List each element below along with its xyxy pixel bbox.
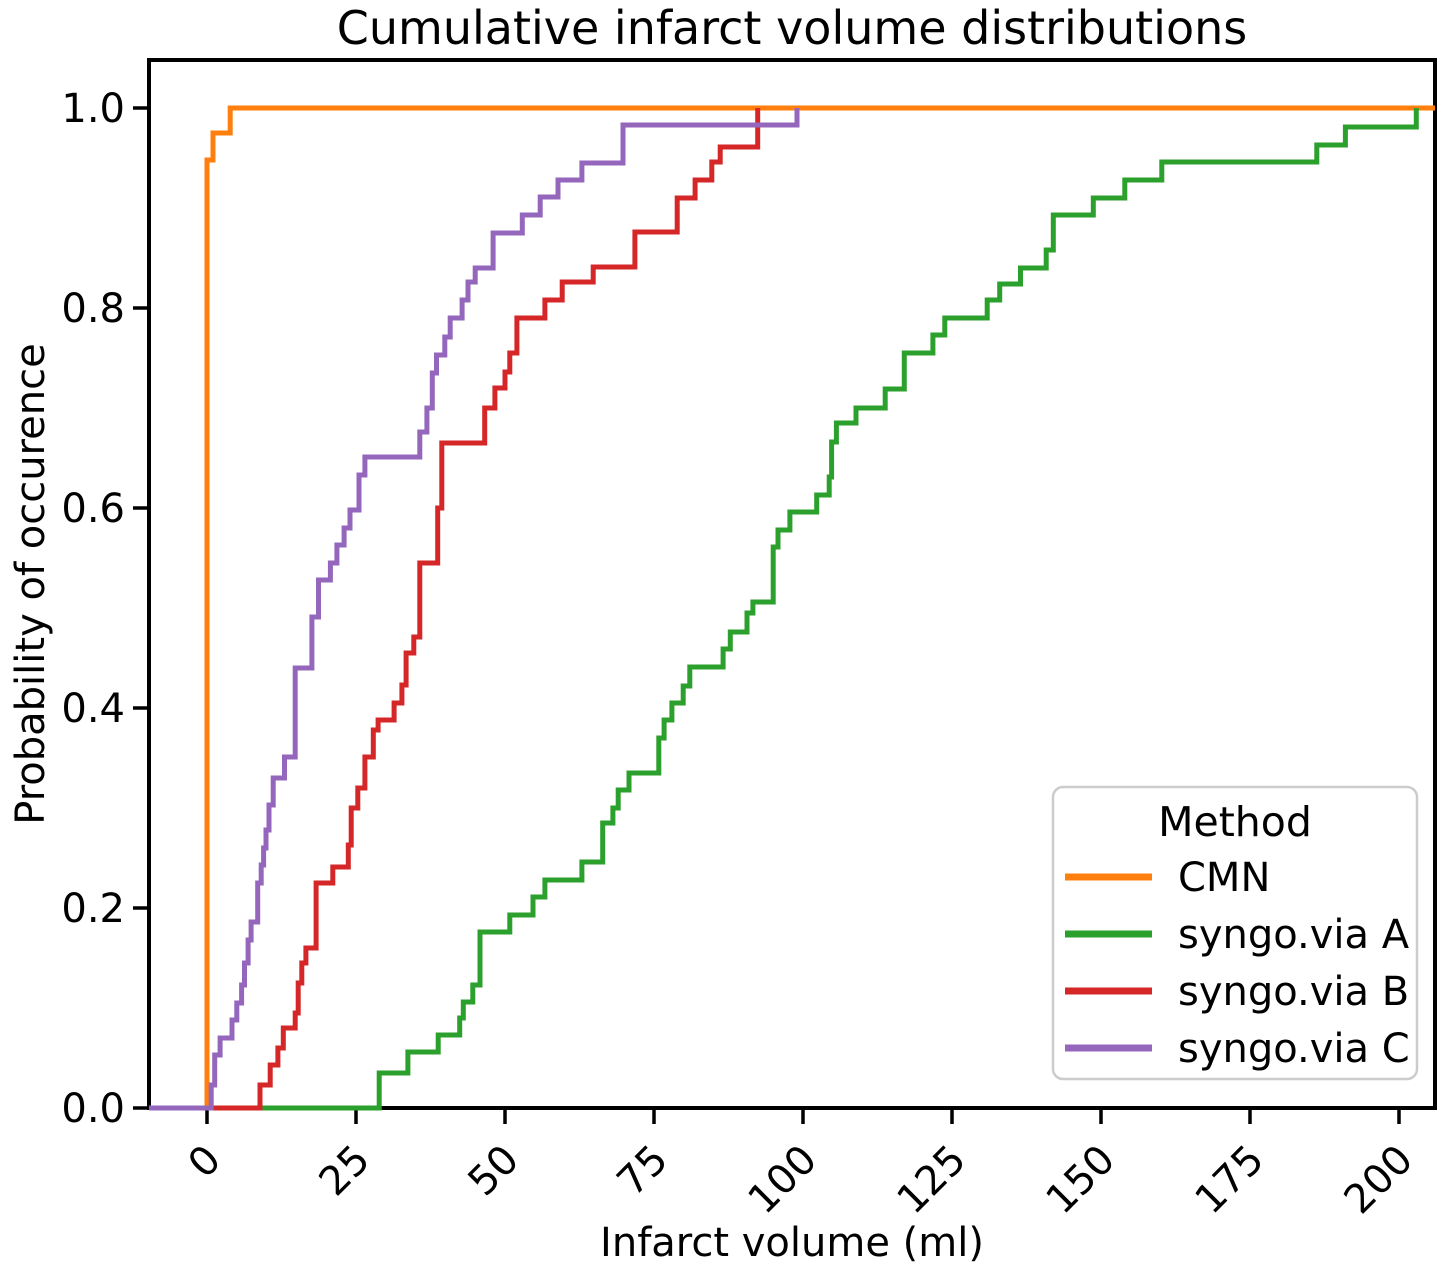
x-tick-label: 0	[180, 1137, 231, 1188]
legend-box	[1051, 785, 1419, 1081]
x-tick-label: 75	[609, 1137, 678, 1206]
y-tick-label: 0.4	[61, 686, 125, 732]
legend-title: Method	[1158, 798, 1312, 846]
legend: Method CMN syngo.via A syngo.via B syngo.vi…	[1051, 785, 1419, 1081]
x-tick-label: 125	[889, 1137, 976, 1224]
x-tick-label: 50	[460, 1137, 529, 1206]
x-tick-label: 200	[1336, 1137, 1423, 1224]
ecdf-curves	[149, 105, 1435, 1111]
ecdf-line-syngo-via-a	[149, 108, 1419, 1111]
x-axis-label: Infarct volume (ml)	[600, 1220, 984, 1266]
y-tick-label: 1.0	[61, 86, 125, 132]
y-tick-label: 0.2	[61, 886, 125, 932]
y-tick-label: 0.6	[61, 486, 125, 532]
ecdf-line-syngo-via-b	[149, 108, 761, 1111]
chart-title: Cumulative infarct volume distributions	[337, 1, 1247, 55]
x-tick-label: 175	[1187, 1137, 1274, 1224]
legend-label-syngo-via-a: syngo.via A	[1178, 912, 1410, 958]
legend-label-syngo-via-c: syngo.via C	[1178, 1026, 1410, 1072]
y-tick-label: 0.0	[61, 1086, 125, 1132]
plot-frame	[147, 58, 1437, 1110]
x-tick-label: 100	[740, 1137, 827, 1224]
legend-label-cmn: CMN	[1178, 855, 1270, 901]
x-tick-label: 25	[311, 1137, 380, 1206]
y-axis-label: Probability of occurence	[8, 343, 54, 824]
legend-label-syngo-via-b: syngo.via B	[1178, 969, 1409, 1015]
x-tick-label: 150	[1038, 1137, 1125, 1224]
ecdf-line-syngo-via-c	[149, 108, 800, 1111]
y-tick-label: 0.8	[61, 286, 125, 332]
ecdf-line-cmn	[149, 105, 1435, 1111]
